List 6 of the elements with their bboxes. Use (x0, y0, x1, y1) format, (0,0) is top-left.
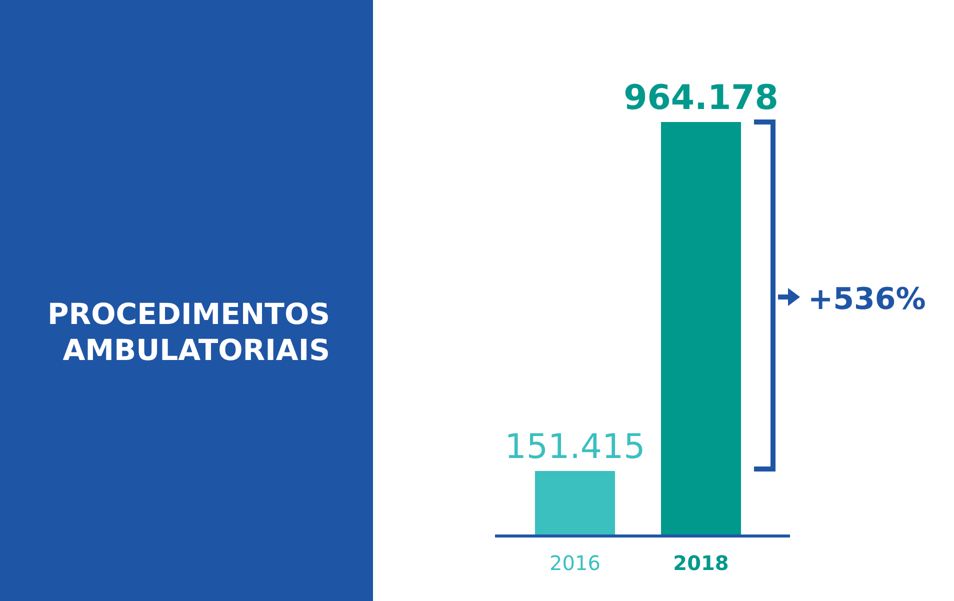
x-tick-label: 2018 (673, 551, 729, 575)
data-label: 964.178 (624, 78, 778, 118)
text: +536% (808, 282, 926, 317)
x-tick-label: 2016 (550, 551, 600, 575)
text: PROCEDIMENTOS AMBULATORIAIS (48, 297, 330, 367)
data-label: 151.415 (504, 426, 646, 467)
